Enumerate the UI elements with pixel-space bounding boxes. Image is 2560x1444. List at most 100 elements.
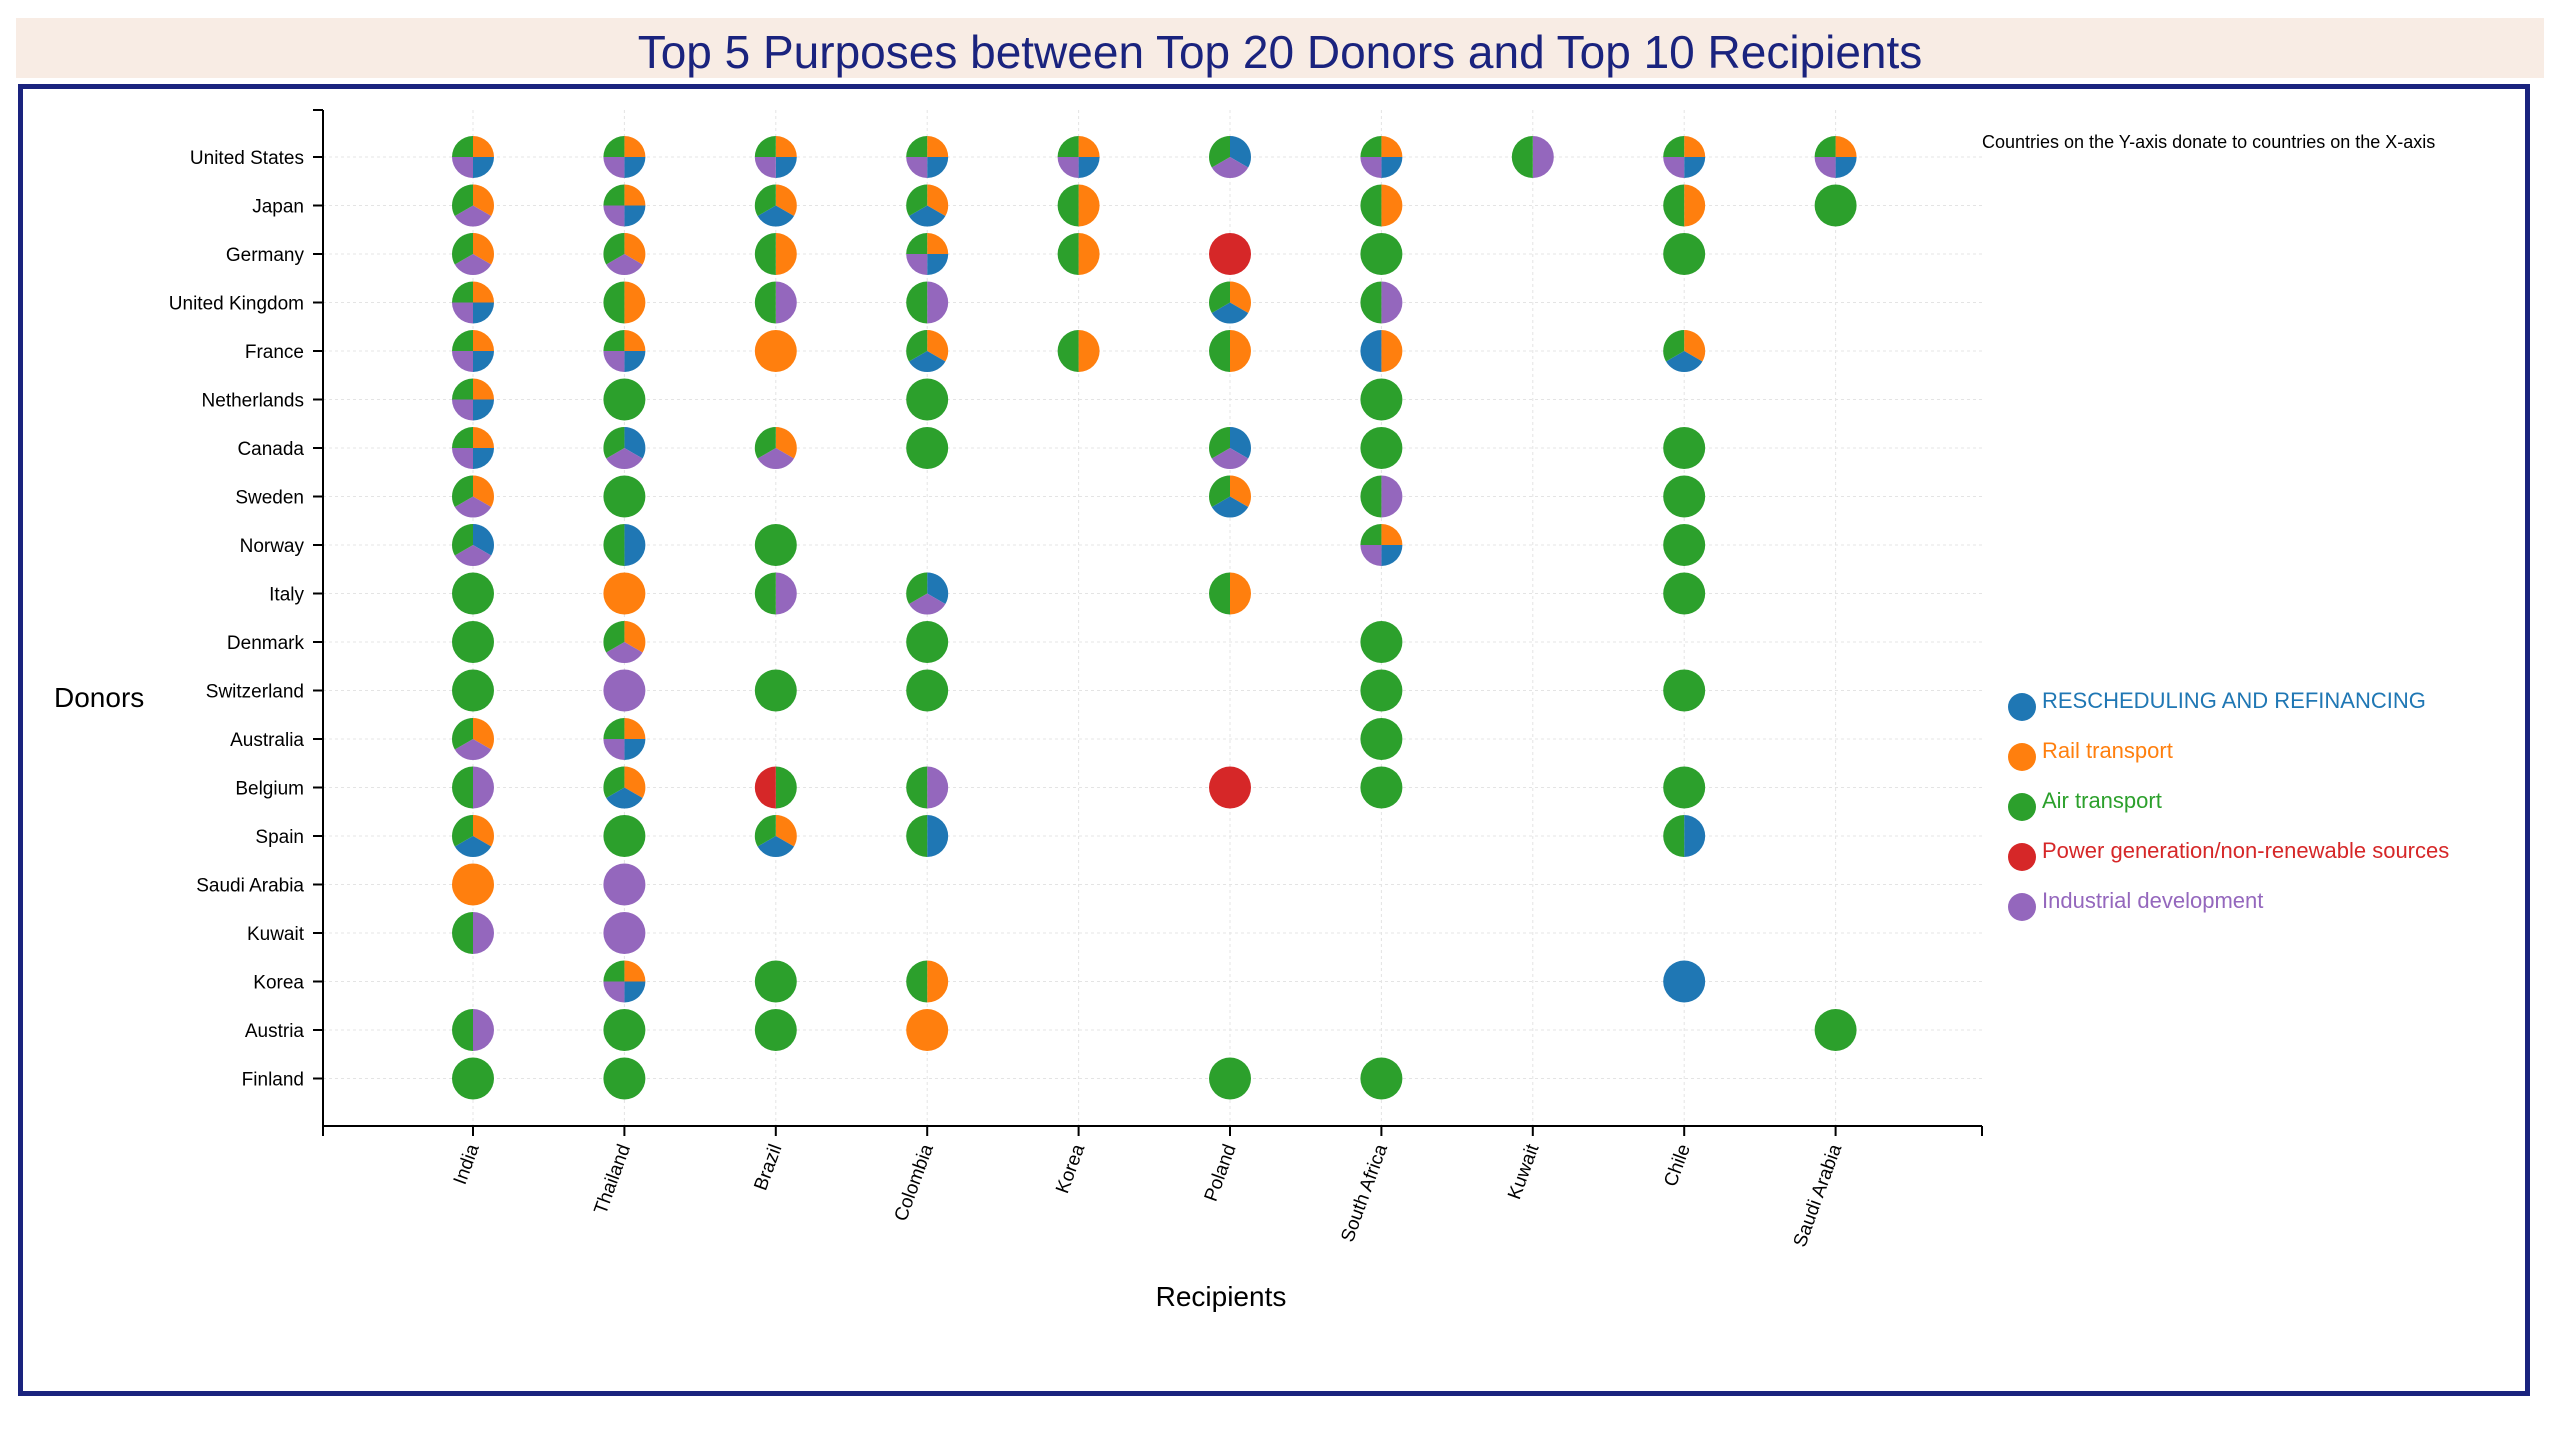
pie-korea-colombia[interactable]	[906, 960, 949, 1003]
pie-germany-india[interactable]	[451, 233, 495, 276]
pie-united-states-saudi-arabia[interactable]	[1814, 136, 1857, 178]
pie-kuwait-thailand[interactable]	[603, 912, 646, 954]
pie-netherlands-colombia[interactable]	[906, 378, 949, 421]
pie-france-south-africa[interactable]	[1360, 330, 1403, 372]
pie-italy-india[interactable]	[452, 572, 494, 615]
pie-switzerland-south-africa[interactable]	[1360, 669, 1403, 712]
pie-germany-korea[interactable]	[1057, 233, 1100, 275]
pie-united-states-chile[interactable]	[1663, 136, 1706, 178]
pie-switzerland-chile[interactable]	[1663, 669, 1706, 712]
pie-spain-india[interactable]	[451, 815, 495, 858]
pie-united-states-colombia[interactable]	[906, 136, 949, 178]
pie-japan-south-africa[interactable]	[1360, 184, 1403, 227]
pie-switzerland-india[interactable]	[452, 669, 494, 712]
pie-spain-brazil[interactable]	[754, 815, 797, 858]
pie-italy-colombia[interactable]	[906, 572, 949, 615]
pie-united-states-india[interactable]	[452, 136, 494, 178]
pie-finland-south-africa[interactable]	[1360, 1057, 1403, 1100]
pie-japan-india[interactable]	[451, 184, 495, 227]
pie-australia-india[interactable]	[451, 718, 495, 761]
pie-finland-india[interactable]	[452, 1057, 494, 1100]
pie-germany-chile[interactable]	[1663, 233, 1706, 275]
pie-france-colombia[interactable]	[906, 330, 949, 373]
pie-united-states-thailand[interactable]	[603, 136, 646, 178]
pie-switzerland-thailand[interactable]	[603, 669, 646, 712]
pie-norway-india[interactable]	[451, 524, 495, 567]
pie-norway-thailand[interactable]	[603, 524, 646, 566]
pie-austria-saudi-arabia[interactable]	[1814, 1009, 1857, 1051]
pie-canada-india[interactable]	[452, 427, 494, 469]
pie-spain-colombia[interactable]	[906, 815, 949, 857]
pie-belgium-thailand[interactable]	[603, 766, 646, 809]
pie-japan-chile[interactable]	[1663, 184, 1706, 227]
pie-united-kingdom-poland[interactable]	[1208, 281, 1252, 324]
pie-canada-chile[interactable]	[1663, 427, 1706, 469]
pie-united-states-korea[interactable]	[1057, 136, 1100, 178]
pie-norway-chile[interactable]	[1663, 524, 1706, 566]
pie-finland-thailand[interactable]	[603, 1057, 646, 1100]
pie-saudi-arabia-thailand[interactable]	[603, 863, 646, 906]
pie-denmark-thailand[interactable]	[603, 621, 646, 664]
pie-united-kingdom-thailand[interactable]	[603, 281, 646, 324]
pie-austria-india[interactable]	[452, 1009, 494, 1051]
pie-belgium-chile[interactable]	[1663, 766, 1706, 809]
pie-denmark-colombia[interactable]	[906, 621, 949, 663]
pie-united-states-poland[interactable]	[1208, 135, 1252, 179]
pie-switzerland-colombia[interactable]	[906, 669, 949, 712]
pie-korea-brazil[interactable]	[754, 960, 797, 1003]
pie-korea-thailand[interactable]	[603, 960, 646, 1003]
pie-belgium-poland[interactable]	[1209, 766, 1251, 809]
pie-france-poland[interactable]	[1209, 330, 1251, 372]
pie-netherlands-india[interactable]	[452, 378, 494, 421]
pie-canada-brazil[interactable]	[754, 427, 797, 470]
pie-austria-brazil[interactable]	[754, 1009, 797, 1051]
pie-norway-brazil[interactable]	[754, 524, 797, 566]
pie-canada-colombia[interactable]	[906, 427, 949, 469]
pie-united-kingdom-india[interactable]	[452, 281, 494, 324]
pie-netherlands-thailand[interactable]	[603, 378, 646, 421]
pie-united-states-south-africa[interactable]	[1360, 136, 1403, 178]
pie-sweden-poland[interactable]	[1208, 475, 1252, 518]
pie-germany-colombia[interactable]	[906, 233, 949, 275]
pie-united-kingdom-brazil[interactable]	[754, 281, 797, 324]
pie-japan-thailand[interactable]	[603, 184, 646, 227]
pie-denmark-india[interactable]	[452, 621, 494, 663]
pie-japan-korea[interactable]	[1057, 184, 1100, 227]
pie-germany-poland[interactable]	[1209, 233, 1251, 275]
pie-italy-chile[interactable]	[1663, 572, 1706, 615]
pie-switzerland-brazil[interactable]	[754, 669, 797, 712]
pie-sweden-chile[interactable]	[1663, 475, 1706, 518]
pie-canada-south-africa[interactable]	[1360, 427, 1403, 469]
pie-japan-colombia[interactable]	[906, 184, 949, 227]
pie-australia-thailand[interactable]	[603, 718, 646, 760]
pie-united-states-brazil[interactable]	[754, 136, 797, 178]
pie-belgium-south-africa[interactable]	[1360, 766, 1403, 809]
pie-belgium-brazil[interactable]	[754, 766, 797, 809]
pie-norway-south-africa[interactable]	[1360, 524, 1403, 566]
pie-canada-poland[interactable]	[1208, 427, 1252, 470]
pie-japan-brazil[interactable]	[754, 184, 797, 227]
pie-france-brazil[interactable]	[754, 330, 797, 372]
pie-france-chile[interactable]	[1663, 330, 1706, 373]
pie-netherlands-south-africa[interactable]	[1360, 378, 1403, 421]
pie-italy-poland[interactable]	[1209, 572, 1251, 615]
pie-united-kingdom-colombia[interactable]	[906, 281, 949, 324]
pie-kuwait-india[interactable]	[452, 912, 494, 954]
pie-united-kingdom-south-africa[interactable]	[1360, 281, 1403, 324]
pie-austria-colombia[interactable]	[906, 1009, 949, 1051]
pie-united-states-kuwait[interactable]	[1511, 136, 1554, 178]
pie-korea-chile[interactable]	[1663, 960, 1706, 1003]
pie-japan-saudi-arabia[interactable]	[1814, 184, 1857, 227]
pie-spain-thailand[interactable]	[603, 815, 646, 857]
pie-belgium-colombia[interactable]	[906, 766, 949, 809]
pie-finland-poland[interactable]	[1209, 1057, 1251, 1100]
pie-canada-thailand[interactable]	[603, 427, 646, 470]
pie-france-india[interactable]	[452, 330, 494, 372]
pie-france-thailand[interactable]	[603, 330, 646, 372]
pie-germany-brazil[interactable]	[754, 233, 797, 275]
pie-italy-brazil[interactable]	[754, 572, 797, 615]
pie-denmark-south-africa[interactable]	[1360, 621, 1403, 663]
pie-germany-thailand[interactable]	[603, 233, 646, 276]
pie-saudi-arabia-india[interactable]	[452, 863, 494, 906]
pie-germany-south-africa[interactable]	[1360, 233, 1403, 275]
